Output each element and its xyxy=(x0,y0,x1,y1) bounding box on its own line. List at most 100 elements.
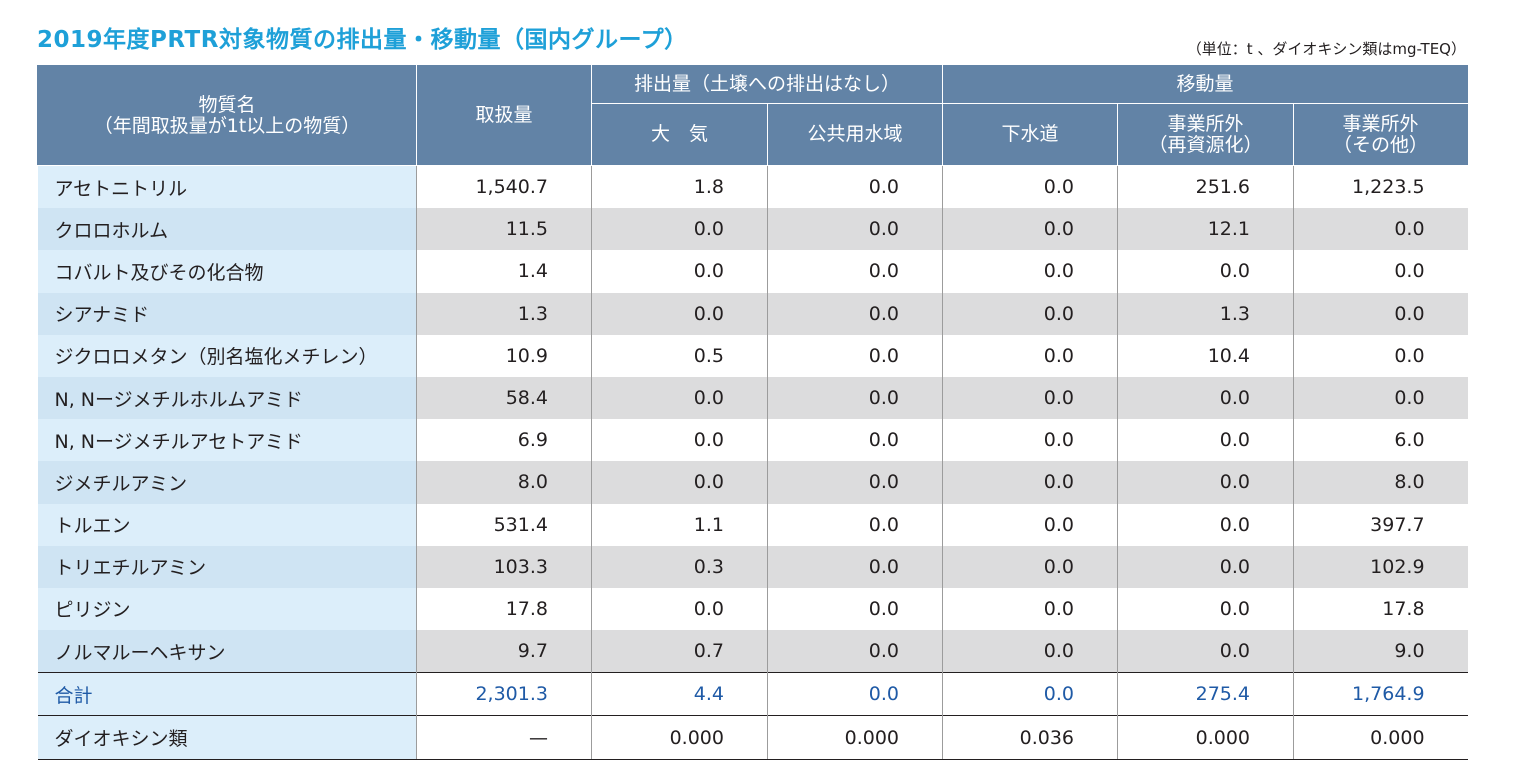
offsite-recycle-cell: 0.0 xyxy=(1117,630,1294,673)
offsite-recycle-cell: 0.0 xyxy=(1117,376,1294,420)
air-cell: 0.0 xyxy=(591,461,768,504)
header-offsite-recycle-line2: （再資源化） xyxy=(1148,133,1263,156)
air-cell: 1.1 xyxy=(591,503,768,546)
header-emission-group: 排出量（土壌への排出はなし） xyxy=(590,65,944,104)
header-air: 大 気 xyxy=(591,103,768,166)
table-row: ジメチルアミン 8.0 0.0 0.0 0.0 0.0 8.0 xyxy=(37,461,1468,504)
header-substance: 物質名 （年間取扱量が1t以上の物質） xyxy=(37,65,417,166)
public-water-cell: 0.0 xyxy=(766,461,943,504)
offsite-recycle-cell: 0.0 xyxy=(1117,587,1294,631)
table-row: コバルト及びその化合物 1.4 0.0 0.0 0.0 0.0 0.0 xyxy=(37,250,1468,293)
offsite-recycle-cell: 0.0 xyxy=(1117,545,1294,588)
public-water-cell: 0.0 xyxy=(766,419,943,462)
offsite-recycle-cell: 12.1 xyxy=(1117,208,1294,251)
table-row: ジクロロメタン（別名塩化メチレン） 10.9 0.5 0.0 0.0 10.4 0.0 xyxy=(37,334,1468,377)
offsite-other-cell: 6.0 xyxy=(1293,419,1468,462)
public-water-cell: 0.0 xyxy=(766,630,943,673)
offsite-other-cell: 17.8 xyxy=(1293,587,1468,631)
air-cell: 0.0 xyxy=(591,376,768,420)
air-cell: 4.4 xyxy=(591,672,768,716)
header-transfer-group: 移動量 xyxy=(942,65,1469,104)
handled-cell: 8.0 xyxy=(416,461,592,504)
air-cell: 0.7 xyxy=(591,630,768,673)
handled-cell: 103.3 xyxy=(416,545,592,588)
unit-note: （単位：t 、ダイオキシン類はmg-TEQ） xyxy=(1186,40,1466,58)
table-row: トリエチルアミン 103.3 0.3 0.0 0.0 0.0 102.9 xyxy=(37,545,1468,588)
offsite-other-cell: 102.9 xyxy=(1293,545,1468,588)
page-title: 2019年度PRTR対象物質の排出量・移動量（国内グループ） xyxy=(37,27,688,53)
header-public-water: 公共用水域 xyxy=(766,103,944,166)
sewer-cell: 0.0 xyxy=(942,165,1118,209)
substance-name: トリエチルアミン xyxy=(37,545,417,588)
air-cell: 0.0 xyxy=(591,587,768,631)
sewer-cell: 0.0 xyxy=(942,461,1118,504)
substance-name: ノルマルーヘキサン xyxy=(37,630,417,673)
sewer-cell: 0.0 xyxy=(942,419,1118,462)
public-water-cell: 0.0 xyxy=(766,208,943,251)
public-water-cell: 0.0 xyxy=(766,503,943,546)
handled-cell: 2,301.3 xyxy=(416,672,592,716)
table-body: アセトニトリル 1,540.7 1.8 0.0 0.0 251.6 1,223.5 クロロホル… xyxy=(37,165,1468,760)
handled-cell: 58.4 xyxy=(416,376,592,420)
table-row: ノルマルーヘキサン 9.7 0.7 0.0 0.0 0.0 9.0 xyxy=(37,630,1468,673)
prtr-table: 物質名 （年間取扱量が1t以上の物質） 取扱量 排出量（土壌への排出はなし） 移… xyxy=(37,65,1469,760)
substance-name: アセトニトリル xyxy=(37,165,417,209)
handled-cell: 1.3 xyxy=(416,292,592,335)
public-water-cell: 0.000 xyxy=(766,715,943,760)
sewer-cell: 0.0 xyxy=(942,292,1118,335)
offsite-recycle-cell: 1.3 xyxy=(1117,292,1294,335)
handled-cell: 10.9 xyxy=(416,334,592,377)
air-cell: 0.0 xyxy=(591,250,768,293)
sewer-cell: 0.0 xyxy=(942,672,1118,716)
offsite-recycle-cell: 0.0 xyxy=(1117,250,1294,293)
public-water-cell: 0.0 xyxy=(766,334,943,377)
public-water-cell: 0.0 xyxy=(766,376,943,420)
table-row: シアナミド 1.3 0.0 0.0 0.0 1.3 0.0 xyxy=(37,292,1468,335)
public-water-cell: 0.0 xyxy=(766,292,943,335)
handled-cell: 531.4 xyxy=(416,503,592,546)
offsite-recycle-cell: 10.4 xyxy=(1117,334,1294,377)
handled-cell: 6.9 xyxy=(416,419,592,462)
public-water-cell: 0.0 xyxy=(766,165,943,209)
offsite-recycle-cell: 251.6 xyxy=(1117,165,1294,209)
air-cell: 0.5 xyxy=(591,334,768,377)
sewer-cell: 0.0 xyxy=(942,376,1118,420)
offsite-recycle-cell: 0.0 xyxy=(1117,503,1294,546)
handled-cell: 1,540.7 xyxy=(416,165,592,209)
offsite-recycle-cell: 275.4 xyxy=(1117,672,1294,716)
public-water-cell: 0.0 xyxy=(766,250,943,293)
public-water-cell: 0.0 xyxy=(766,672,943,716)
air-cell: 0.0 xyxy=(591,419,768,462)
header-handled: 取扱量 xyxy=(416,65,592,166)
substance-name: N, Nージメチルホルムアミド xyxy=(37,376,417,420)
offsite-recycle-cell: 0.0 xyxy=(1117,461,1294,504)
handled-cell: 11.5 xyxy=(416,208,592,251)
handled-cell: — xyxy=(416,715,592,760)
offsite-other-cell: 0.0 xyxy=(1293,208,1468,251)
handled-cell: 9.7 xyxy=(416,630,592,673)
sewer-cell: 0.0 xyxy=(942,250,1118,293)
table-row: N, Nージメチルアセトアミド 6.9 0.0 0.0 0.0 0.0 6.0 xyxy=(37,419,1468,462)
air-cell: 0.3 xyxy=(591,545,768,588)
substance-name: ジクロロメタン（別名塩化メチレン） xyxy=(37,334,417,377)
offsite-other-cell: 8.0 xyxy=(1293,461,1468,504)
sewer-cell: 0.0 xyxy=(942,545,1118,588)
table-row: クロロホルム 11.5 0.0 0.0 0.0 12.1 0.0 xyxy=(37,208,1468,251)
substance-name: ダイオキシン類 xyxy=(37,715,417,760)
sewer-cell: 0.0 xyxy=(942,587,1118,631)
offsite-recycle-cell: 0.000 xyxy=(1117,715,1294,760)
offsite-other-cell: 0.0 xyxy=(1293,334,1468,377)
header-offsite-recycle-line1: 事業所外 xyxy=(1167,112,1244,135)
sewer-cell: 0.0 xyxy=(942,208,1118,251)
offsite-other-cell: 0.000 xyxy=(1293,715,1468,760)
sewer-cell: 0.0 xyxy=(942,334,1118,377)
sewer-cell: 0.0 xyxy=(942,630,1118,673)
header-offsite-other-line1: 事業所外 xyxy=(1342,112,1419,135)
header-substance-line2: （年間取扱量が1t以上の物質） xyxy=(93,114,361,137)
substance-name: N, Nージメチルアセトアミド xyxy=(37,419,417,462)
sewer-cell: 0.0 xyxy=(942,503,1118,546)
handled-cell: 1.4 xyxy=(416,250,592,293)
handled-cell: 17.8 xyxy=(416,587,592,631)
substance-name: コバルト及びその化合物 xyxy=(37,250,417,293)
offsite-other-cell: 0.0 xyxy=(1293,250,1468,293)
